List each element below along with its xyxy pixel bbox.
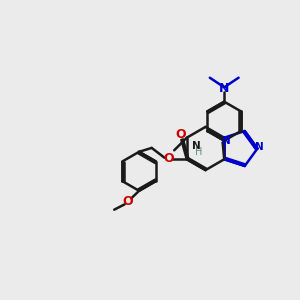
Text: O: O bbox=[176, 128, 186, 141]
Text: N: N bbox=[222, 136, 231, 146]
Text: N: N bbox=[219, 82, 230, 95]
Text: N: N bbox=[192, 141, 200, 151]
Text: O: O bbox=[163, 152, 173, 165]
Text: N: N bbox=[255, 142, 263, 152]
Text: H: H bbox=[196, 147, 203, 158]
Text: O: O bbox=[122, 195, 133, 208]
